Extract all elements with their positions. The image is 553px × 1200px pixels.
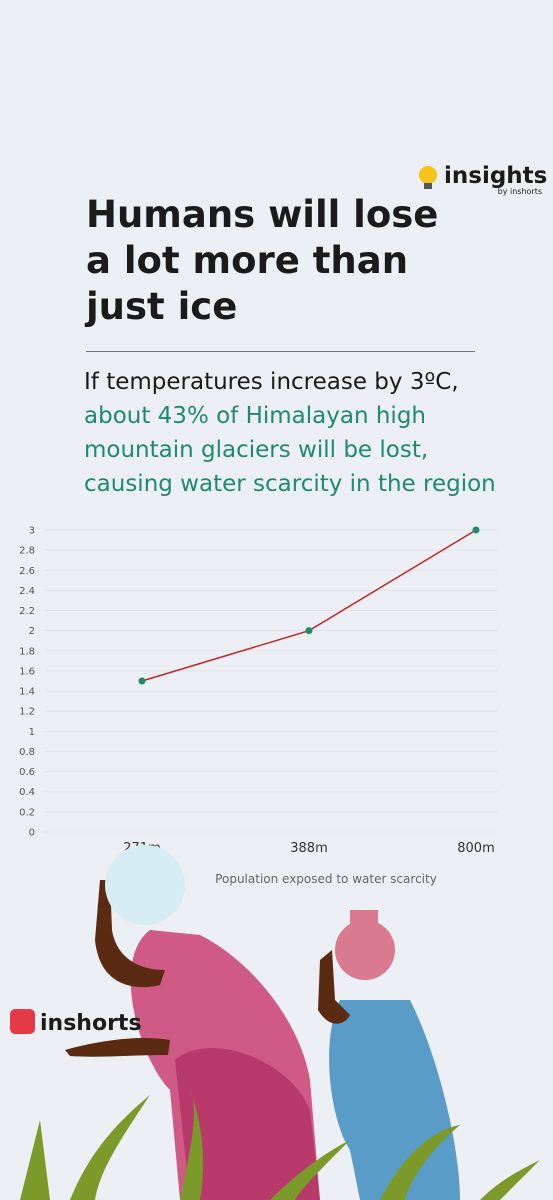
- woman-right-body: [329, 1000, 460, 1200]
- brand-byline: by inshorts: [498, 187, 542, 196]
- y-tick-label: 2.2: [19, 606, 35, 617]
- point: [138, 677, 146, 685]
- illustration: [20, 845, 540, 1200]
- bulb-base: [424, 183, 432, 189]
- y-tick-label: 2.6: [19, 566, 35, 577]
- subtitle: If temperatures increase by 3ºC, about 4…: [84, 365, 514, 501]
- y-tick-label: 2.8: [19, 546, 35, 557]
- y-tick-label: 1.2: [19, 707, 35, 718]
- subtitle-lead: If temperatures increase by 3ºC,: [84, 369, 459, 395]
- arm-right: [318, 950, 350, 1024]
- y-tick-label: 0.4: [19, 787, 35, 798]
- x-axis-label: Population exposed to water scarcity: [215, 872, 437, 886]
- pot-right-neck: [350, 910, 378, 924]
- y-tick-label: 0.6: [19, 767, 35, 778]
- chart: 0 0.2 0.4 0.6 0.8 1 1.2 1.4 1.6 1.8 2 2.2 2.4 2.6 2.8 3…: [19, 526, 497, 886]
- y-tick-label: 3: [29, 526, 35, 537]
- brand-name: insights: [444, 163, 547, 189]
- y-tick-label: 1.4: [19, 687, 35, 698]
- y-tick-label: 2: [29, 626, 35, 637]
- y-tick-label: 0: [29, 828, 35, 839]
- y-tick-label: 1.8: [19, 646, 35, 657]
- title: Humans will lose a lot more than just ic…: [86, 193, 439, 328]
- point: [305, 627, 313, 635]
- grass: [20, 1090, 540, 1200]
- y-tick-label: 1.6: [19, 666, 35, 677]
- woman-left-skirt: [175, 1048, 320, 1200]
- arm-left: [95, 880, 165, 988]
- divider: [86, 351, 475, 352]
- y-tick-label: 0.2: [19, 807, 35, 818]
- x-tick-label: 388m: [290, 841, 327, 856]
- bulb-icon: [419, 166, 437, 184]
- subtitle-highlight: about 43% of Himalayan high mountain gla…: [84, 403, 496, 497]
- footer-icon: [10, 1009, 35, 1034]
- y-tick-label: 0.8: [19, 747, 35, 758]
- point: [472, 526, 480, 534]
- x-tick-label: 800m: [457, 841, 494, 856]
- y-tick-label: 2.4: [19, 586, 35, 597]
- line: [141, 529, 477, 682]
- y-tick-label: 1: [29, 727, 35, 738]
- pot-left: [105, 845, 185, 925]
- pot-right: [335, 920, 395, 980]
- footer-logo: inshorts: [40, 1011, 142, 1036]
- arm-left-2: [65, 1038, 170, 1057]
